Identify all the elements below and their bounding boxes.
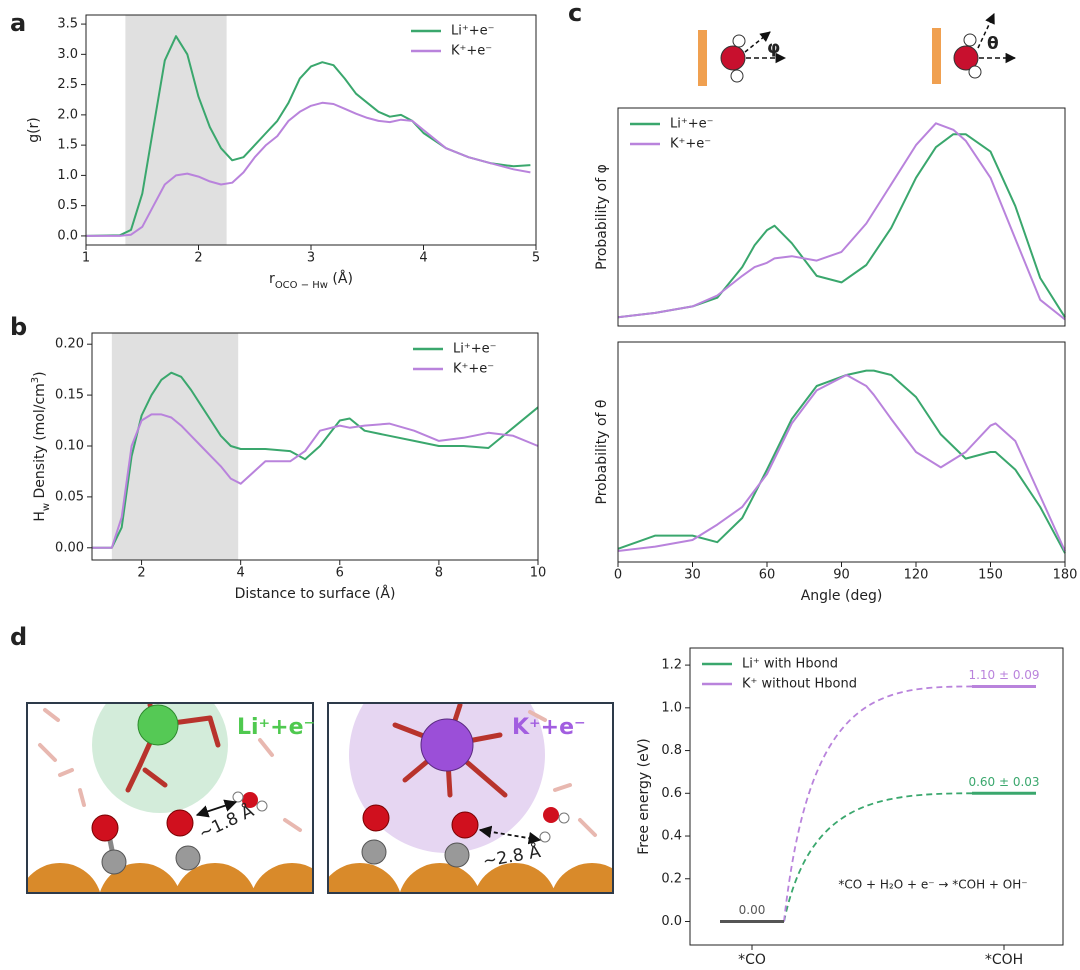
y-tick-label: 2.5: [57, 77, 78, 92]
label-part: w: [41, 503, 52, 511]
plot-frame: [689, 647, 1064, 946]
annotation: *CO + H₂O + e⁻ → *COH + OH⁻: [838, 878, 1027, 892]
label-part: OCO − Hw: [275, 280, 328, 291]
shaded-region: [125, 15, 227, 245]
connector: [783, 792, 973, 922]
illustration-label: K⁺+e⁻: [512, 715, 586, 740]
y-axis-label: g(r): [26, 117, 42, 143]
icon-label: φ: [767, 38, 780, 58]
line-series: [92, 371, 539, 549]
k-illustration: K⁺+e⁻ ~2.8 Å: [327, 702, 614, 894]
y-axis-label: Probability of φ: [594, 164, 610, 270]
label-part: 3: [30, 377, 41, 383]
line-series: [617, 374, 1066, 552]
y-tick-label: 0.00: [55, 540, 84, 555]
x-axis-label: Distance to surface (Å): [235, 585, 396, 602]
panel-letter: a: [10, 9, 26, 37]
y-tick-label: 0.8: [661, 743, 682, 758]
x-tick-label: 120: [904, 568, 929, 583]
legend-label: K⁺+e⁻: [670, 137, 711, 152]
line-series: [617, 133, 1066, 319]
x-axis-label: Angle (deg): [801, 588, 883, 604]
y-tick-label: 2.0: [57, 107, 78, 122]
x-tick-label: 1: [82, 251, 90, 266]
x-tick-label: 4: [237, 566, 245, 581]
x-tick-label: 0: [614, 568, 622, 583]
plot-frame: [91, 332, 539, 561]
li-illustration: Li⁺+e⁻ ~1.8 Å: [26, 702, 315, 894]
line-series: [92, 413, 539, 549]
y-tick-label: 0.2: [661, 871, 682, 886]
y-tick-label: 0.5: [57, 198, 78, 213]
y-tick-label: 0.0: [57, 228, 78, 243]
legend-label: Li⁺+e⁻: [670, 117, 713, 132]
x-tick-label: 30: [684, 568, 701, 583]
legend-label: Li⁺+e⁻: [451, 24, 494, 39]
label-part: (Å): [328, 270, 353, 287]
line-series: [617, 122, 1066, 321]
x-axis-label: rOCO − Hw (Å): [269, 270, 353, 291]
plot-frame: [617, 341, 1066, 563]
value-label: 1.10 ± 0.09: [968, 668, 1039, 682]
x-tick-label: 10: [530, 566, 547, 581]
x-tick-label: *COH: [985, 952, 1023, 968]
y-axis-label: Free energy (eV): [636, 738, 652, 855]
y-tick-label: 0.4: [661, 829, 682, 844]
label-part: ): [32, 371, 48, 376]
x-tick-label: 2: [137, 566, 145, 581]
legend-label: K⁺ without Hbond: [742, 677, 857, 692]
line-series: [617, 369, 1066, 554]
y-tick-label: 1.5: [57, 138, 78, 153]
value-label: 0.00: [739, 903, 766, 917]
legend-label: Li⁺ with Hbond: [742, 657, 838, 672]
legend-label: Li⁺+e⁻: [453, 342, 496, 357]
x-tick-label: 4: [419, 251, 427, 266]
x-tick-label: 8: [435, 566, 443, 581]
phi-icon: φ: [698, 30, 787, 86]
line-series: [86, 101, 531, 237]
y-tick-label: 0.6: [661, 786, 682, 801]
theta-icon: θ: [932, 13, 1017, 84]
legend-label: K⁺+e⁻: [453, 362, 494, 377]
label-part: H: [32, 511, 48, 522]
label-part: Density (mol/cm: [32, 383, 48, 503]
plot-frame: [617, 107, 1066, 327]
shaded-region: [111, 333, 239, 560]
x-tick-label: 2: [194, 251, 202, 266]
line-series: [85, 35, 531, 237]
panel-letter: b: [10, 313, 27, 341]
panel-letter: d: [10, 623, 27, 651]
x-tick-label: 150: [978, 568, 1003, 583]
y-tick-label: 3.5: [57, 17, 78, 32]
x-tick-label: *CO: [738, 952, 766, 968]
x-tick-label: 3: [307, 251, 315, 266]
x-tick-label: 90: [833, 568, 850, 583]
x-tick-label: 180: [1053, 568, 1078, 583]
y-tick-label: 0.05: [55, 489, 84, 504]
legend-label: K⁺+e⁻: [451, 44, 492, 59]
y-tick-label: 1.0: [661, 700, 682, 715]
y-tick-label: 1.0: [57, 168, 78, 183]
y-axis-label: Hw Density (mol/cm3): [30, 371, 52, 521]
illustration-label: Li⁺+e⁻: [237, 715, 315, 740]
y-axis-label: Probability of θ: [594, 400, 610, 505]
y-tick-label: 3.0: [57, 47, 78, 62]
icon-label: θ: [987, 34, 999, 54]
y-tick-label: 0.10: [55, 438, 84, 453]
x-tick-label: 60: [759, 568, 776, 583]
label-part: r: [269, 271, 275, 287]
y-tick-label: 0.20: [55, 337, 84, 352]
panel-letter: c: [568, 0, 582, 27]
y-tick-label: 1.2: [661, 658, 682, 673]
value-label: 0.60 ± 0.03: [968, 775, 1039, 789]
y-tick-label: 0.0: [661, 914, 682, 929]
x-tick-label: 5: [532, 251, 540, 266]
x-tick-label: 6: [336, 566, 344, 581]
y-tick-label: 0.15: [55, 388, 84, 403]
